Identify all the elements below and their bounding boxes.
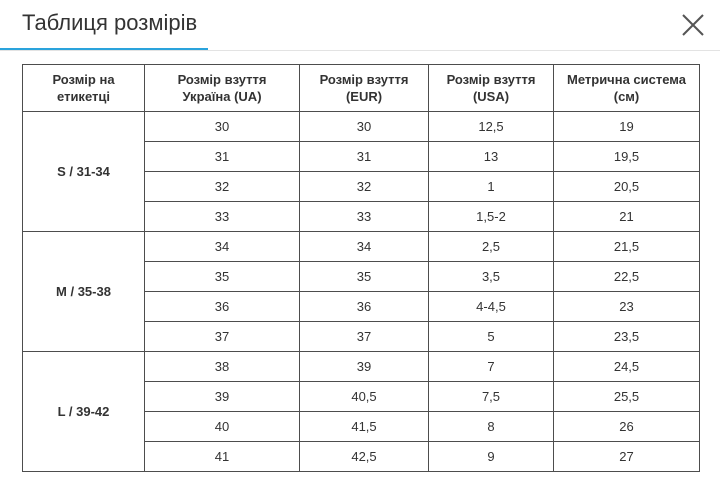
size-eur-cell: 34: [299, 231, 429, 262]
table-header-row: Розмір на етикетці Розмір взуття Україна (U…: [22, 64, 700, 112]
size-usa-cell: 8: [428, 411, 554, 442]
header-line: Розмір взуття: [177, 72, 267, 87]
size-label-cell: L / 39-42: [22, 351, 145, 472]
size-eur-cell: 36: [299, 291, 429, 322]
size-eur-cell: 35: [299, 261, 429, 292]
size-cm-cell: 21: [553, 201, 700, 232]
size-eur-cell: 30: [299, 111, 429, 142]
size-cm-cell: 22,5: [553, 261, 700, 292]
size-cm-cell: 23,5: [553, 321, 700, 352]
size-ua-cell: 33: [144, 201, 300, 232]
table-row: 41 42,5 9 27: [23, 441, 700, 472]
size-eur-cell: 37: [299, 321, 429, 352]
table-row: M / 35-38 34 34 2,5 21,5: [22, 231, 700, 352]
table-row: S / 31-34 30 30 12,5 19: [22, 111, 700, 232]
table-body: S / 31-34 30 30 12,5 19 31 31 13 19,5 32 32 1 20,5 33…: [22, 111, 700, 472]
header-line: (см): [613, 89, 640, 104]
table-row: 33 33 1,5-2 21: [23, 201, 700, 232]
size-ua-cell: 41: [144, 441, 300, 472]
size-cm-cell: 20,5: [553, 171, 700, 202]
size-eur-cell: 42,5: [299, 441, 429, 472]
size-usa-cell: 13: [428, 141, 554, 172]
size-ua-cell: 36: [144, 291, 300, 322]
modal-title: Таблиця розмірів: [22, 10, 198, 35]
size-usa-cell: 2,5: [428, 231, 554, 262]
size-cm-cell: 21,5: [553, 231, 700, 262]
size-eur-cell: 33: [299, 201, 429, 232]
header-line: Україна (UA): [182, 89, 262, 104]
close-icon: [682, 14, 704, 36]
table-row: 37 37 5 23,5: [23, 321, 700, 352]
close-button[interactable]: [676, 8, 710, 42]
size-usa-cell: 1,5-2: [428, 201, 554, 232]
size-label-cell: M / 35-38: [22, 231, 145, 352]
table-row: 39 40,5 7,5 25,5: [23, 381, 700, 412]
size-cm-cell: 23: [553, 291, 700, 322]
header-line: етикетці: [57, 89, 110, 104]
header-col-label: Розмір на етикетці: [22, 64, 145, 112]
size-ua-cell: 37: [144, 321, 300, 352]
size-label-cell: S / 31-34: [22, 111, 145, 232]
size-ua-cell: 35: [144, 261, 300, 292]
size-ua-cell: 40: [144, 411, 300, 442]
header-col-usa: Розмір взуття (USA): [428, 64, 554, 112]
size-usa-cell: 3,5: [428, 261, 554, 292]
header-line: (EUR): [345, 89, 383, 104]
size-cm-cell: 27: [553, 441, 700, 472]
table-row: L / 39-42 38 39 7 24,5: [22, 351, 700, 472]
size-usa-cell: 4-4,5: [428, 291, 554, 322]
table-row: 35 35 3,5 22,5: [23, 261, 700, 292]
table-row: 31 31 13 19,5: [23, 141, 700, 172]
size-usa-cell: 12,5: [428, 111, 554, 142]
size-usa-cell: 1: [428, 171, 554, 202]
size-ua-cell: 39: [144, 381, 300, 412]
size-cm-cell: 25,5: [553, 381, 700, 412]
modal-header: Таблиця розмірів: [0, 0, 720, 51]
size-table: Розмір на етикетці Розмір взуття Україна (U…: [22, 64, 700, 472]
title-underline: [0, 48, 208, 50]
size-ua-cell: 38: [144, 351, 300, 382]
table-row: 36 36 4-4,5 23: [23, 291, 700, 322]
size-cm-cell: 19: [553, 111, 700, 142]
table-row: 40 41,5 8 26: [23, 411, 700, 442]
header-line: (USA): [472, 89, 510, 104]
size-ua-cell: 34: [144, 231, 300, 262]
size-eur-cell: 40,5: [299, 381, 429, 412]
header-line: Метрична система: [567, 72, 686, 87]
size-cm-cell: 24,5: [553, 351, 700, 382]
size-eur-cell: 32: [299, 171, 429, 202]
size-cm-cell: 19,5: [553, 141, 700, 172]
header-col-cm: Метрична система (см): [553, 64, 700, 112]
size-usa-cell: 7: [428, 351, 554, 382]
size-eur-cell: 31: [299, 141, 429, 172]
size-ua-cell: 32: [144, 171, 300, 202]
header-line: Розмір взуття: [319, 72, 409, 87]
header-col-ua: Розмір взуття Україна (UA): [144, 64, 300, 112]
size-usa-cell: 5: [428, 321, 554, 352]
size-usa-cell: 7,5: [428, 381, 554, 412]
size-ua-cell: 30: [144, 111, 300, 142]
size-cm-cell: 26: [553, 411, 700, 442]
header-col-eur: Розмір взуття (EUR): [299, 64, 429, 112]
header-line: Розмір на: [52, 72, 115, 87]
header-line: Розмір взуття: [446, 72, 536, 87]
size-ua-cell: 31: [144, 141, 300, 172]
size-eur-cell: 41,5: [299, 411, 429, 442]
size-usa-cell: 9: [428, 441, 554, 472]
size-eur-cell: 39: [299, 351, 429, 382]
